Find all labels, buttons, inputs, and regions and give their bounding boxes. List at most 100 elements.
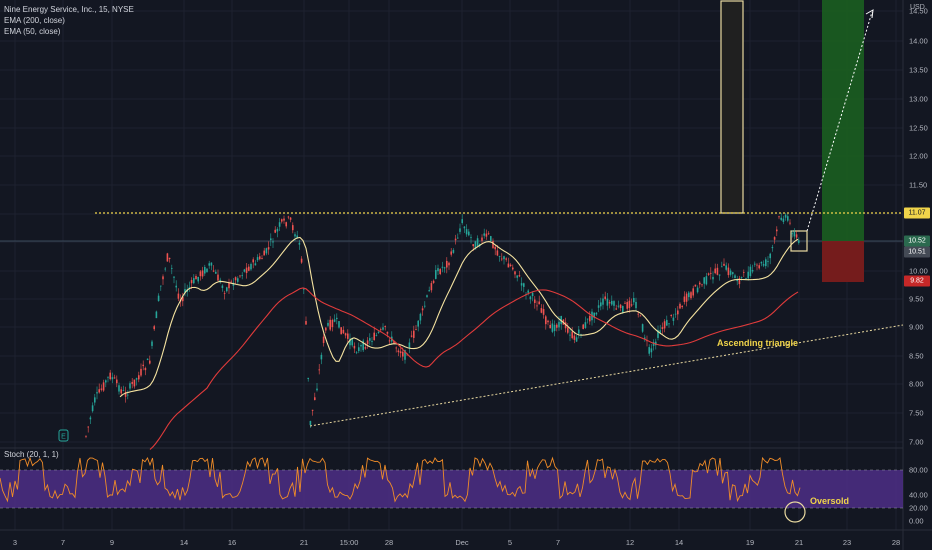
price-tick: 12.50: [909, 123, 928, 133]
candle-body: [547, 320, 549, 323]
candle-body: [650, 348, 653, 353]
candle-body: [105, 380, 107, 383]
candle-body: [333, 319, 336, 322]
candle-body: [316, 388, 318, 391]
candle-body: [573, 335, 576, 340]
candle-body: [569, 334, 571, 336]
candle-body: [536, 305, 538, 307]
candle-body: [87, 426, 89, 428]
candle-body: [366, 340, 369, 345]
candle-body: [602, 298, 604, 305]
stochastic-label[interactable]: Stoch (20, 1, 1): [4, 450, 59, 459]
candle-body: [153, 326, 155, 330]
currency-label[interactable]: USD: [910, 4, 925, 11]
candle-body: [595, 312, 598, 315]
candle-body: [228, 282, 230, 289]
candle-body: [762, 264, 765, 266]
symbol-title[interactable]: Nine Energy Service, Inc., 15, NYSE: [4, 5, 134, 14]
candle-body: [336, 317, 338, 320]
candle-body: [263, 250, 265, 256]
candle-body: [259, 256, 261, 260]
candle-body: [483, 233, 485, 236]
candle-body: [395, 347, 397, 349]
candle-body: [553, 324, 556, 331]
candle-body: [734, 275, 736, 279]
candle-body: [446, 260, 448, 268]
candle-body: [765, 259, 767, 267]
candle-body: [265, 248, 268, 254]
candle-body: [120, 389, 122, 394]
candle-body: [727, 267, 730, 276]
stochastic-tick: 0.00: [909, 516, 924, 526]
time-tick: 21: [299, 538, 309, 547]
candle-body: [743, 272, 745, 273]
candle-body: [96, 392, 98, 394]
candle-body: [628, 300, 631, 309]
candle-body: [85, 435, 87, 437]
candle-body: [780, 217, 782, 220]
candle-body: [358, 347, 360, 352]
candle-body: [457, 237, 459, 239]
candle-body: [670, 314, 672, 317]
candle-body: [617, 305, 620, 307]
candle-body: [146, 358, 149, 361]
arrow-head-icon: [865, 9, 874, 19]
candle-body: [707, 273, 710, 275]
chart-legend: Nine Energy Service, Inc., 15, NYSE EMA …: [4, 4, 134, 37]
candle-body: [415, 329, 417, 330]
candle-body: [417, 320, 419, 327]
candle-body: [468, 231, 470, 236]
candle-body: [514, 271, 516, 275]
candle-body: [459, 228, 461, 232]
candle-body: [111, 377, 114, 380]
ema200-label[interactable]: EMA (200, close): [4, 16, 65, 25]
candle-body: [285, 222, 287, 227]
candle-body: [113, 377, 116, 379]
candle-body: [435, 270, 437, 279]
candle-body: [210, 262, 213, 266]
candle-body: [503, 256, 505, 260]
candle-body: [250, 263, 252, 270]
candle-body: [199, 271, 202, 277]
time-tick: 23: [842, 538, 852, 547]
entry-box: [790, 230, 808, 252]
candle-body: [611, 300, 613, 305]
candle-body: [241, 275, 243, 277]
candle-body: [272, 241, 274, 243]
candle-body: [701, 284, 703, 286]
candle-body: [243, 269, 246, 272]
candle-body: [751, 269, 754, 272]
price-tick: 8.00: [909, 379, 924, 389]
candle-body: [626, 302, 628, 309]
candle-body: [133, 379, 136, 387]
resistance-price-badge: 11.07: [904, 207, 930, 219]
candle-body: [545, 316, 547, 325]
candle-body: [98, 389, 100, 393]
candle-body: [760, 261, 763, 264]
candle-body: [351, 338, 353, 346]
candle-body: [600, 302, 602, 307]
candle-body: [144, 368, 147, 371]
time-tick: 28: [384, 538, 394, 547]
candle-body: [325, 327, 327, 331]
candle-body: [300, 258, 303, 263]
ema50-label[interactable]: EMA (50, close): [4, 27, 61, 36]
candle-body: [327, 322, 329, 326]
candle-body: [193, 278, 195, 284]
candle-body: [604, 296, 606, 299]
candle-body: [413, 330, 415, 338]
candle-body: [309, 420, 312, 425]
candle-body: [716, 267, 719, 275]
time-tick: 9: [109, 538, 115, 547]
candle-body: [221, 285, 224, 288]
candle-body: [360, 344, 362, 347]
candle-body: [296, 235, 298, 238]
candle-body: [776, 229, 778, 232]
candle-body: [217, 274, 219, 281]
price-tick: 7.50: [909, 408, 924, 418]
candle-body: [226, 287, 228, 292]
candle-body: [498, 256, 501, 257]
candle-body: [452, 249, 455, 253]
candle-body: [782, 218, 785, 222]
